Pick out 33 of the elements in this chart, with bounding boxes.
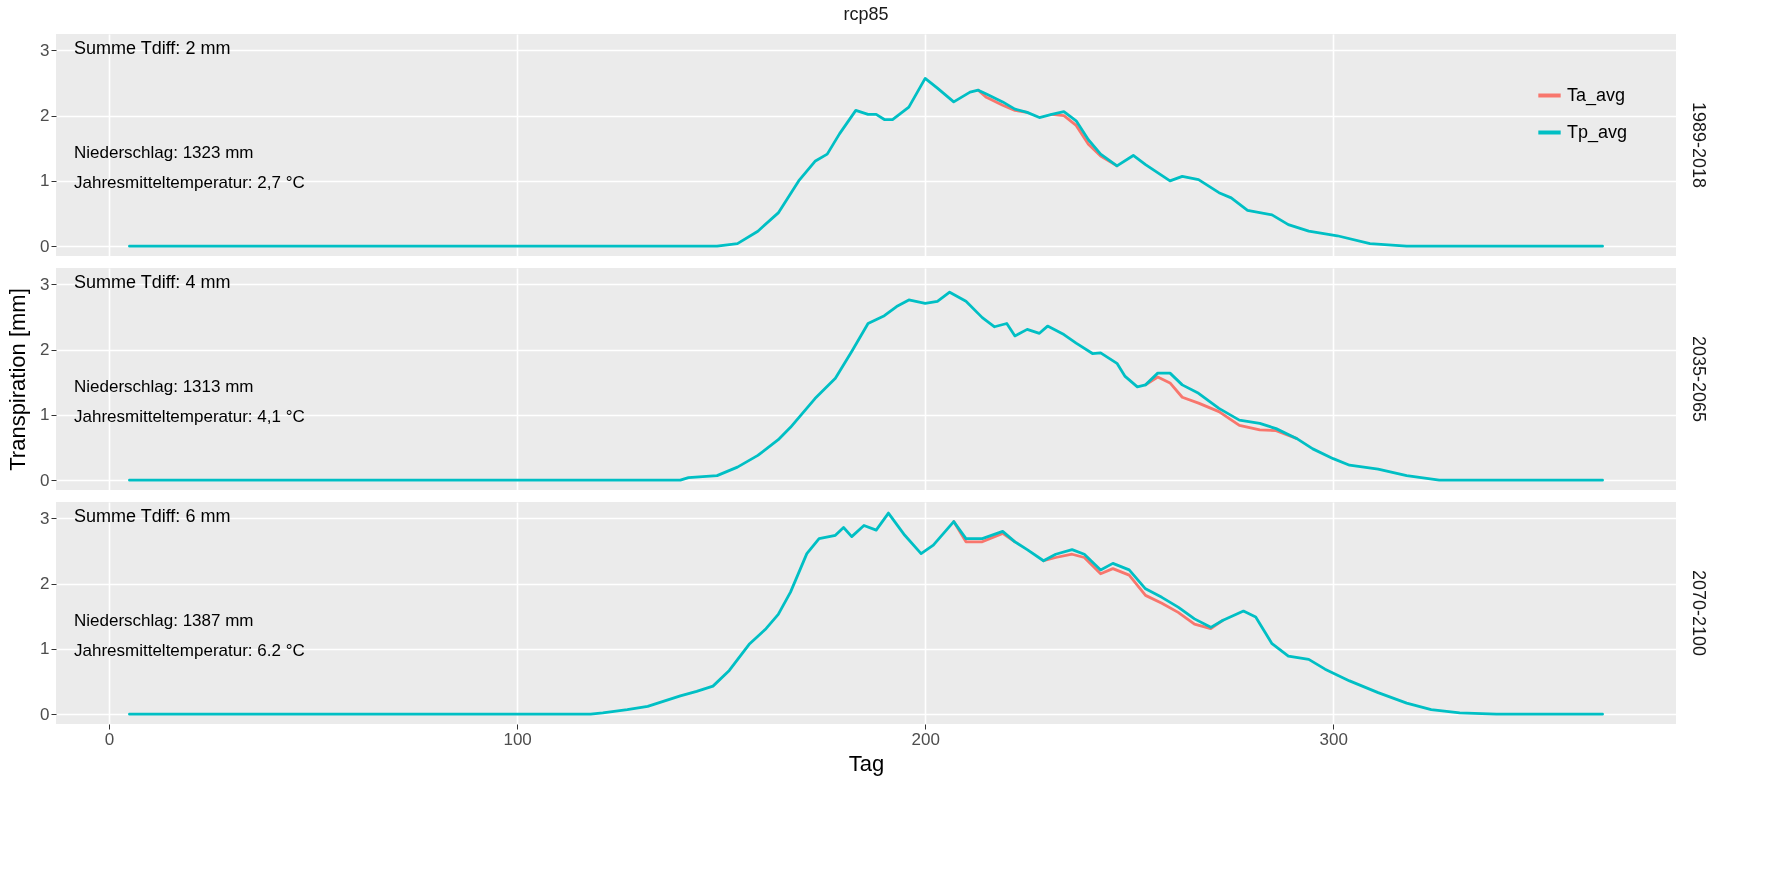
y-tick-label: 2	[40, 574, 50, 594]
x-tick-label: 0	[104, 729, 115, 749]
y-axis-title: Transpiration [mm]	[5, 288, 31, 471]
annotation: Niederschlag: 1323 mm	[74, 143, 254, 162]
annotation: Summe Tdiff: 6 mm	[74, 506, 231, 526]
y-tick-label: 0	[40, 236, 50, 256]
annotation: Jahresmitteltemperatur: 4,1 °C	[74, 407, 305, 426]
y-tick-label: 2	[40, 106, 50, 126]
x-axis-title: Tag	[848, 750, 885, 776]
y-tick-label: 3	[40, 508, 50, 528]
y-tick-label: 0	[40, 470, 50, 490]
y-tick-label: 1	[40, 405, 50, 425]
y-tick-label: 0	[40, 704, 50, 724]
x-tick-label: 200	[911, 729, 940, 749]
annotation: Summe Tdiff: 4 mm	[74, 272, 231, 292]
y-tick-label: 2	[40, 340, 50, 360]
y-tick-label: 1	[40, 639, 50, 659]
annotation: Jahresmitteltemperatur: 2,7 °C	[74, 173, 305, 192]
annotation: Niederschlag: 1313 mm	[74, 377, 254, 396]
y2-axis-title: 2035-2065	[1689, 335, 1709, 423]
annotation: Jahresmitteltemperatur: 6.2 °C	[74, 641, 305, 660]
chart-title: rcp85	[843, 4, 889, 24]
y2-axis-title: 1989-2018	[1689, 101, 1709, 189]
y-tick-label: 1	[40, 171, 50, 191]
y-tick-label: 3	[40, 274, 50, 294]
annotation: Summe Tdiff: 2 mm	[74, 38, 231, 58]
legend-label: Tp_avg	[1567, 121, 1628, 143]
y2-axis-title: 2070-2100	[1689, 569, 1709, 657]
legend-label: Ta_avg	[1567, 84, 1626, 106]
annotation: Niederschlag: 1387 mm	[74, 611, 254, 630]
x-tick-label: 300	[1319, 729, 1348, 749]
y-tick-label: 3	[40, 40, 50, 60]
x-tick-label: 100	[503, 729, 532, 749]
